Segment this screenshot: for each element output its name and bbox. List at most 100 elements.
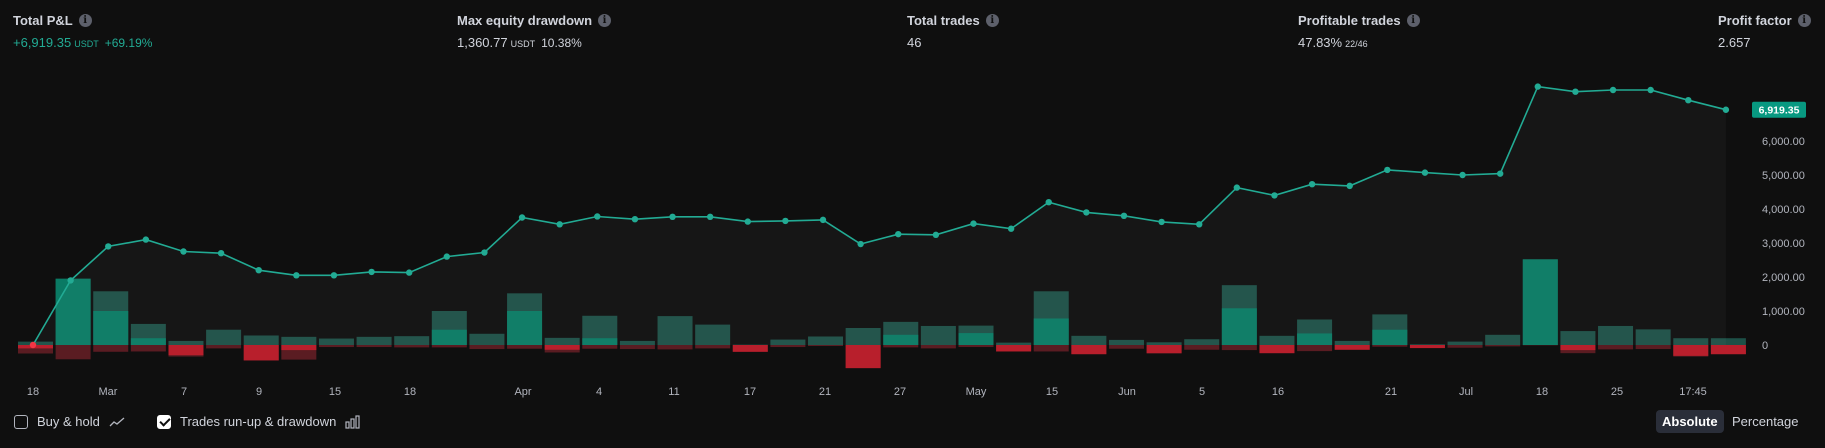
x-tick-label: 17:45 xyxy=(1679,386,1707,398)
runup-bar xyxy=(1447,341,1483,345)
info-icon[interactable]: i xyxy=(1406,14,1420,27)
runup-bar xyxy=(206,329,242,345)
equity-point xyxy=(255,267,262,274)
equity-point xyxy=(1271,192,1278,199)
loss-bar xyxy=(996,345,1032,352)
y-tick-label: 3,000.00 xyxy=(1762,238,1805,250)
info-icon[interactable]: i xyxy=(78,14,92,27)
stat-label: Total P&L xyxy=(13,13,73,28)
drawdown-bar xyxy=(394,345,430,348)
equity-area xyxy=(29,83,1730,349)
x-tick-label: 11 xyxy=(668,386,679,398)
absolute-toggle[interactable]: Absolute xyxy=(1656,410,1724,433)
profit-bar xyxy=(1221,308,1257,345)
profit-bar xyxy=(55,278,91,345)
info-icon[interactable]: i xyxy=(598,14,612,27)
equity-point xyxy=(594,213,601,220)
equity-point xyxy=(1609,86,1617,94)
x-tick-label: Apr xyxy=(514,386,531,398)
equity-point xyxy=(1572,88,1579,95)
x-tick-label: 15 xyxy=(1046,386,1058,398)
percentage-toggle[interactable]: Percentage xyxy=(1732,414,1799,429)
x-tick-label: 17 xyxy=(744,386,756,398)
runup-bar xyxy=(1560,331,1596,345)
equity-point xyxy=(142,236,150,243)
drawdown-bar xyxy=(1635,345,1671,350)
drawdown-bar xyxy=(1221,345,1257,351)
equity-point xyxy=(782,217,789,225)
x-axis: 18 Mar 7 9 15 18 Apr 4 11 17 21 27 May 15 Jun 5 16 21 Jul 1… xyxy=(27,386,1707,398)
x-tick-label: Jul xyxy=(1459,386,1473,398)
x-tick-label: 18 xyxy=(404,386,416,398)
runup-bar xyxy=(770,339,806,345)
equity-point xyxy=(105,243,112,250)
equity-point xyxy=(895,230,902,238)
equity-point xyxy=(669,213,676,221)
profit-bar xyxy=(507,311,543,345)
drawdown-bar xyxy=(130,345,166,352)
runup-bar xyxy=(1598,325,1634,345)
stat-total-trades: Total trades i 46 xyxy=(907,13,999,50)
x-tick-label: 21 xyxy=(1385,386,1397,398)
equity-point xyxy=(1007,225,1015,232)
equity-point xyxy=(1459,171,1466,179)
runup-drawdown-toggle[interactable]: Trades run-up & drawdown xyxy=(157,414,361,429)
runup-bar xyxy=(1409,344,1445,345)
loss-bar xyxy=(1071,345,1107,355)
equity-line xyxy=(32,85,1727,346)
equity-point xyxy=(744,218,751,225)
equity-point xyxy=(1534,83,1542,90)
drawdown-bar xyxy=(318,345,354,348)
runup-bar xyxy=(469,333,505,345)
runup-bar xyxy=(243,335,279,345)
equity-point xyxy=(67,277,74,284)
profit-bar xyxy=(1522,259,1558,345)
profit-bar xyxy=(1297,333,1333,345)
stat-value: 46 xyxy=(907,35,922,50)
equity-point xyxy=(1233,184,1241,191)
equity-chart[interactable]: 0 1,000.00 2,000.00 3,000.00 4,000.00 5,000.0… xyxy=(0,62,1825,402)
drawdown-bar xyxy=(507,345,543,349)
runup-bar xyxy=(1485,334,1521,345)
drawdown-bar xyxy=(920,345,956,349)
runup-bar xyxy=(544,337,580,345)
runup-bar xyxy=(1259,335,1295,345)
last-value-badge: 6,919.35 xyxy=(1752,101,1806,118)
runup-bar xyxy=(920,325,956,345)
runup-bar xyxy=(808,336,844,345)
equity-point xyxy=(293,272,300,279)
runup-bar xyxy=(657,316,693,345)
buy-hold-toggle[interactable]: Buy & hold xyxy=(14,414,125,429)
last-value-text: 6,919.35 xyxy=(1759,105,1800,117)
last-value-badge-bg xyxy=(1752,101,1806,118)
profit-bar xyxy=(883,334,919,345)
info-icon[interactable]: i xyxy=(1797,14,1811,27)
y-tick-label: 5,000.00 xyxy=(1762,170,1805,182)
loss-bar xyxy=(168,345,204,356)
x-tick-label: 9 xyxy=(256,386,262,398)
buy-hold-checkbox[interactable] xyxy=(14,414,28,429)
equity-point xyxy=(706,213,714,221)
stat-label: Total trades xyxy=(907,13,980,28)
stat-profit-factor: Profit factor i 2.657 xyxy=(1718,13,1811,50)
loss-bar xyxy=(1334,345,1370,350)
loss-bar xyxy=(1710,345,1746,355)
runup-bar xyxy=(394,336,430,345)
runup-drawdown-checkbox[interactable] xyxy=(157,414,171,429)
runup-drawdown-label: Trades run-up & drawdown xyxy=(180,414,337,429)
loss-bar xyxy=(1259,345,1295,354)
stat-value: 47.83% xyxy=(1298,35,1343,50)
equity-point xyxy=(330,272,338,279)
stat-unit: 22/46 xyxy=(1345,39,1368,49)
profit-bar xyxy=(1372,329,1408,345)
info-icon[interactable]: i xyxy=(985,14,999,27)
equity-point xyxy=(406,269,413,276)
y-axis: 0 1,000.00 2,000.00 3,000.00 4,000.00 5,000.0… xyxy=(1762,136,1805,352)
runup-bar xyxy=(1108,339,1144,345)
drawdown-bar xyxy=(582,345,618,349)
drawdown-bar xyxy=(469,345,505,350)
x-tick-label: 27 xyxy=(894,386,906,398)
profit-bar xyxy=(130,338,166,345)
drawdown-bar xyxy=(619,345,655,350)
drawdown-bar xyxy=(55,345,91,360)
